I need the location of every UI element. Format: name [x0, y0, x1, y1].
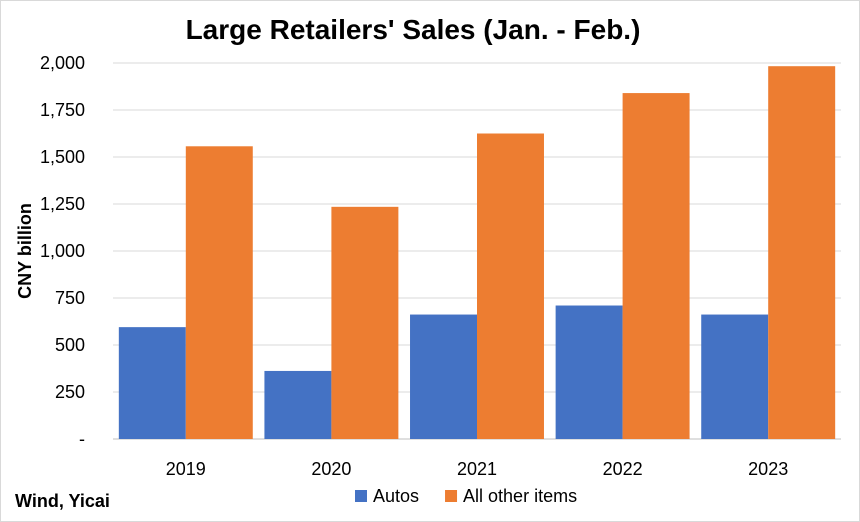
- source-note: Wind, Yicai: [15, 491, 110, 511]
- bar-autos-2019: [118, 327, 186, 439]
- legend-label: All other items: [463, 486, 577, 506]
- x-tick-label: 2023: [748, 459, 788, 479]
- bar-autos-2023: [701, 314, 769, 439]
- bar-all-other-items-2019: [185, 146, 253, 439]
- y-tick-label: 250: [55, 382, 85, 402]
- bar-all-other-items-2021: [477, 133, 544, 439]
- y-axis-label: CNY billion: [15, 203, 35, 299]
- y-tick-label: 750: [55, 288, 85, 308]
- y-tick-label: 1,000: [40, 241, 85, 261]
- y-tick-label: 1,500: [40, 147, 85, 167]
- x-axis-ticks: 2019 2020 2021 2022 2023: [166, 459, 788, 479]
- bar-autos-2021: [410, 314, 477, 439]
- y-axis-ticks: - 250 500 750 1,000 1,250 1,500 1,750 2,000: [40, 53, 85, 449]
- x-tick-label: 2021: [457, 459, 497, 479]
- bar-autos-2020: [264, 370, 332, 439]
- legend-label: Autos: [373, 486, 419, 506]
- y-tick-label: 1,750: [40, 100, 85, 120]
- y-tick-label: 500: [55, 335, 85, 355]
- y-tick-label: 1,250: [40, 194, 85, 214]
- x-tick-label: 2020: [311, 459, 351, 479]
- bar-all-other-items-2023: [768, 66, 836, 440]
- x-tick-label: 2019: [166, 459, 206, 479]
- chart-title: Large Retailers' Sales (Jan. - Feb.): [186, 14, 641, 45]
- legend: Autos All other items: [355, 486, 577, 506]
- legend-swatch: [445, 490, 458, 502]
- y-tick-label: -: [79, 429, 85, 449]
- y-tick-label: 2,000: [40, 53, 85, 73]
- bars: [118, 66, 836, 440]
- legend-swatch: [355, 490, 367, 502]
- bar-all-other-items-2020: [331, 206, 399, 439]
- bar-autos-2022: [555, 305, 623, 439]
- bar-all-other-items-2022: [622, 93, 690, 439]
- x-tick-label: 2022: [603, 459, 643, 479]
